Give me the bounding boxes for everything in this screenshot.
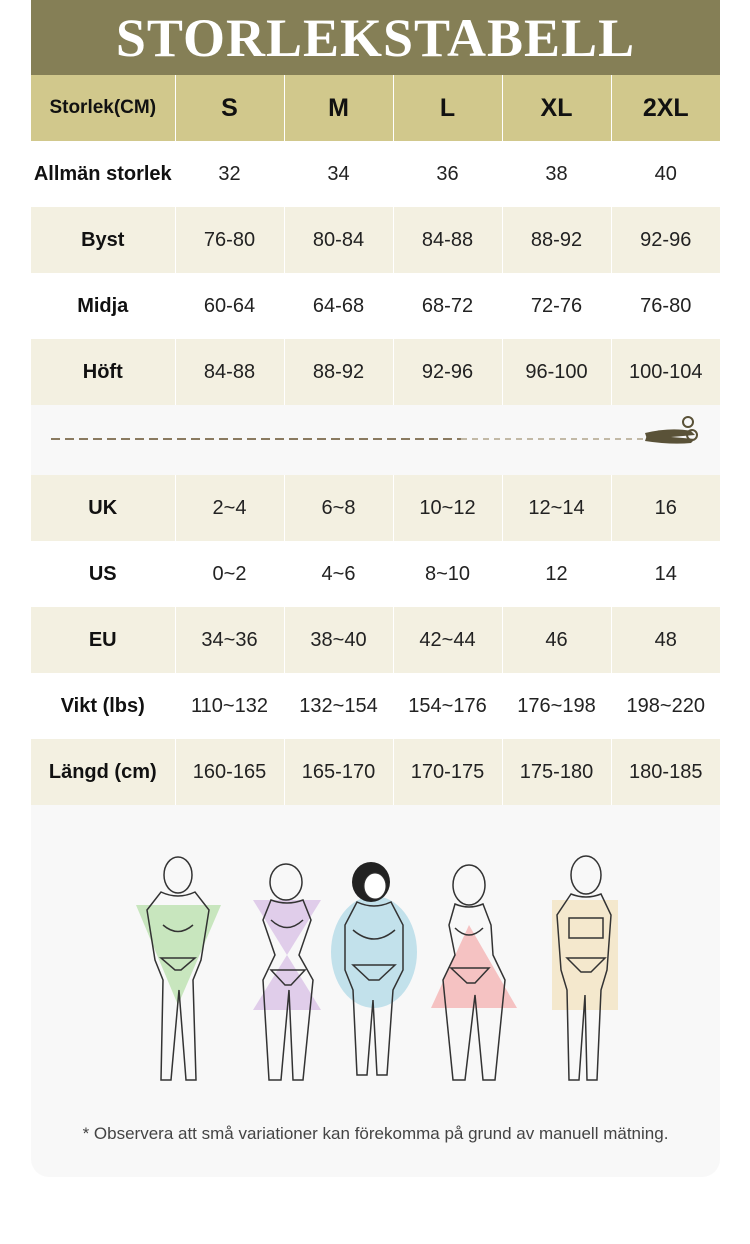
chart-title: STORLEKSTABELL xyxy=(115,7,636,68)
table-cell: 14 xyxy=(611,541,720,607)
table-cell: 110~132 xyxy=(175,673,285,739)
table-row: UK 2~4 6~8 10~12 12~14 16 xyxy=(31,475,720,541)
body-shapes-illustration xyxy=(136,855,618,1081)
body-shape-inverted-triangle xyxy=(136,856,221,1081)
table-cell: 170-175 xyxy=(393,739,503,805)
table-cell: 64-68 xyxy=(284,273,394,339)
size-table: Storlek(CM) S M L XL 2XL Allmän storlek … xyxy=(31,75,720,805)
table-cell: 8~10 xyxy=(393,541,503,607)
table-cell: 84-88 xyxy=(175,339,285,405)
table-cell: 6~8 xyxy=(284,475,394,541)
table-row: Vikt (lbs) 110~132 132~154 154~176 176~1… xyxy=(31,673,720,739)
table-cell: 165-170 xyxy=(284,739,394,805)
body-shape-apple xyxy=(331,862,417,1076)
table-cell: 34~36 xyxy=(175,607,285,673)
header-row: Storlek(CM) S M L XL 2XL xyxy=(31,75,720,141)
cut-separator xyxy=(31,405,720,475)
table-cell: 76-80 xyxy=(611,273,720,339)
table-cell: 2~4 xyxy=(175,475,285,541)
table-cell: 12 xyxy=(502,541,612,607)
table-cell: 96-100 xyxy=(502,339,612,405)
table-cell: 46 xyxy=(502,607,612,673)
table-row: Höft 84-88 88-92 92-96 96-100 100-104 xyxy=(31,339,720,405)
table-cell: 38 xyxy=(502,141,612,207)
row-label: Byst xyxy=(31,207,176,273)
table-cell: 84-88 xyxy=(393,207,503,273)
table-cell: 12~14 xyxy=(502,475,612,541)
table-cell: 176~198 xyxy=(502,673,612,739)
table-cell: 0~2 xyxy=(175,541,285,607)
size-chart-card: STORLEKSTABELL Storlek(CM) S M L XL 2XL … xyxy=(31,0,720,1177)
table-cell: 38~40 xyxy=(284,607,394,673)
table-cell: 10~12 xyxy=(393,475,503,541)
scissors-icon xyxy=(645,416,698,444)
table-cell: 42~44 xyxy=(393,607,503,673)
cut-separator-row xyxy=(31,405,720,475)
table-cell: 88-92 xyxy=(284,339,394,405)
row-label: Midja xyxy=(31,273,176,339)
table-cell: 132~154 xyxy=(284,673,394,739)
header-cell: L xyxy=(393,75,503,141)
table-cell: 68-72 xyxy=(393,273,503,339)
row-label: Allmän storlek xyxy=(31,141,176,207)
body-shape-rectangle xyxy=(552,855,618,1081)
row-label: EU xyxy=(31,607,176,673)
row-label: UK xyxy=(31,475,176,541)
table-cell: 36 xyxy=(393,141,503,207)
table-row: Längd (cm) 160-165 165-170 170-175 175-1… xyxy=(31,739,720,805)
table-cell: 72-76 xyxy=(502,273,612,339)
table-cell: 32 xyxy=(175,141,285,207)
table-cell: 175-180 xyxy=(502,739,612,805)
table-cell: 4~6 xyxy=(284,541,394,607)
row-label: Längd (cm) xyxy=(31,739,176,805)
row-label: US xyxy=(31,541,176,607)
header-cell: M xyxy=(284,75,394,141)
table-cell: 60-64 xyxy=(175,273,285,339)
header-cell: XL xyxy=(502,75,612,141)
table-cell: 180-185 xyxy=(611,739,720,805)
table-cell: 92-96 xyxy=(611,207,720,273)
table-row: US 0~2 4~6 8~10 12 14 xyxy=(31,541,720,607)
body-shape-hourglass xyxy=(253,863,321,1081)
table-cell: 48 xyxy=(611,607,720,673)
table-cell: 80-84 xyxy=(284,207,394,273)
header-cell: S xyxy=(175,75,285,141)
table-cell: 100-104 xyxy=(611,339,720,405)
row-label: Vikt (lbs) xyxy=(31,673,176,739)
table-cell: 92-96 xyxy=(393,339,503,405)
row-label: Höft xyxy=(31,339,176,405)
table-row: Byst 76-80 80-84 84-88 88-92 92-96 xyxy=(31,207,720,273)
table-row: Midja 60-64 64-68 68-72 72-76 76-80 xyxy=(31,273,720,339)
table-cell: 160-165 xyxy=(175,739,285,805)
table-cell: 154~176 xyxy=(393,673,503,739)
footnote: * Observera att små variationer kan före… xyxy=(82,1124,669,1143)
table-row: Allmän storlek 32 34 36 38 40 xyxy=(31,141,720,207)
table-cell: 198~220 xyxy=(611,673,720,739)
dashed-cut-line xyxy=(51,416,698,444)
header-cell: 2XL xyxy=(611,75,720,141)
table-cell: 76-80 xyxy=(175,207,285,273)
body-shape-pear xyxy=(431,864,517,1081)
table-cell: 40 xyxy=(611,141,720,207)
header-cell: Storlek(CM) xyxy=(31,75,176,141)
table-cell: 88-92 xyxy=(502,207,612,273)
table-row: EU 34~36 38~40 42~44 46 48 xyxy=(31,607,720,673)
table-cell: 16 xyxy=(611,475,720,541)
title-bar: STORLEKSTABELL xyxy=(31,0,720,75)
table-cell: 34 xyxy=(284,141,394,207)
